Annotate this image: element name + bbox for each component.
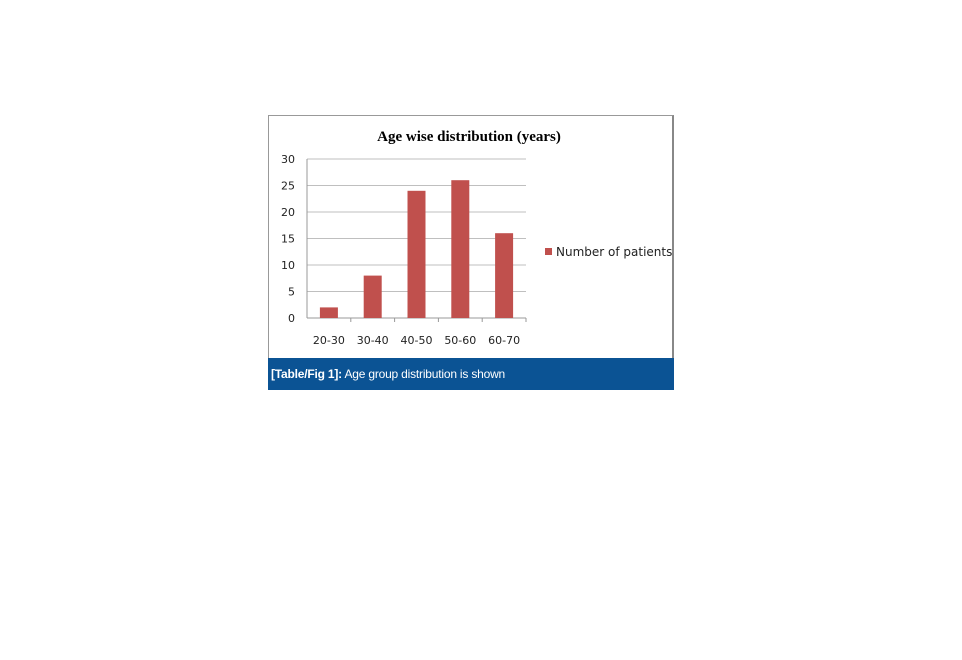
y-tick-label: 20 (281, 206, 295, 219)
x-tick-label: 40-50 (401, 334, 433, 347)
x-tick-label: 20-30 (313, 334, 345, 347)
bar (495, 233, 514, 318)
bar (363, 275, 382, 318)
y-tick-label: 0 (288, 312, 295, 325)
y-tick-label: 5 (288, 286, 295, 299)
legend-label: Number of patients (556, 245, 672, 259)
y-tick-label: 15 (281, 233, 295, 246)
x-tick-label: 60-70 (488, 334, 520, 347)
y-tick-label: 25 (281, 180, 295, 193)
bar (451, 180, 470, 318)
x-tick-label: 30-40 (357, 334, 389, 347)
figure-caption: [Table/Fig 1]: Age group distribution is… (268, 358, 674, 390)
caption-text: Age group distribution is shown (341, 367, 506, 381)
legend-swatch (545, 248, 552, 255)
bar (319, 307, 338, 318)
chart-title: Age wise distribution (years) (377, 129, 561, 145)
bar (407, 190, 426, 318)
y-tick-label: 30 (281, 153, 295, 166)
caption-label: [Table/Fig 1]: (271, 367, 342, 381)
bar-chart: Age wise distribution (years) 0 5 10 15 20 25… (281, 129, 672, 347)
y-tick-label: 10 (281, 259, 295, 272)
x-tick-label: 50-60 (444, 334, 476, 347)
figure: Age wise distribution (years) 0 5 10 15 20 25… (268, 115, 674, 391)
chart-frame: Age wise distribution (years) 0 5 10 15 20 25… (268, 115, 674, 358)
